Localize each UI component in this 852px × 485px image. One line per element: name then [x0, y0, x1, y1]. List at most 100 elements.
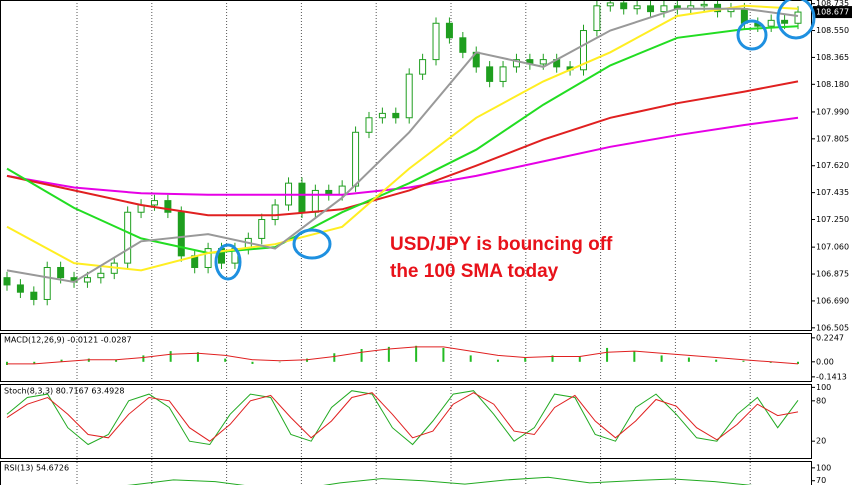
candle-body — [43, 266, 51, 300]
y-tick-label: 107.435 — [816, 188, 849, 197]
histogram-bar — [742, 360, 745, 362]
candle-body — [620, 2, 628, 10]
candle-body — [700, 3, 708, 7]
histogram-bar — [306, 358, 309, 362]
candle-body — [459, 37, 467, 53]
candle-body — [579, 30, 587, 71]
moving-average — [6, 25, 799, 255]
histogram-bar — [524, 357, 527, 362]
moving-average — [6, 80, 799, 217]
y-tick-label: 108.180 — [816, 80, 849, 89]
histogram-bar — [551, 355, 554, 362]
histogram-bar — [115, 359, 118, 362]
y-tick-label: 100 — [816, 383, 831, 392]
rsi-panel-frame — [0, 461, 812, 485]
histogram-bar — [60, 359, 63, 362]
indicator-line — [127, 476, 753, 485]
last-price-label: 108.677 — [816, 8, 849, 17]
candle-body — [405, 73, 413, 119]
candle-body — [3, 277, 11, 286]
candle-body — [311, 189, 319, 213]
histogram-bar — [469, 355, 472, 362]
candle-body — [57, 266, 65, 279]
candle-body — [124, 211, 132, 264]
y-tick-label: 0.00 — [816, 357, 834, 366]
y-tick-label: 70 — [816, 476, 826, 485]
plot-area: 108.735 108.550 108.365 108.180 107.990 107.8… — [3, 0, 852, 485]
candle-body — [593, 5, 601, 32]
y-tick-label: 20 — [816, 437, 826, 446]
y-tick-label: 107.990 — [816, 107, 849, 116]
highlight-circle — [776, 0, 816, 40]
candle-body — [177, 211, 185, 257]
signal-line — [7, 346, 799, 365]
histogram-bar — [578, 356, 581, 362]
candle-body — [486, 66, 494, 82]
candle-body — [432, 22, 440, 61]
histogram-bar — [251, 361, 254, 364]
candle-body — [539, 59, 547, 65]
candle-body — [660, 5, 668, 13]
candle-body — [30, 291, 38, 300]
moving-average — [6, 4, 799, 272]
candle-body — [164, 200, 172, 213]
candle-body — [97, 272, 105, 279]
moving-average — [6, 7, 799, 284]
histogram-bar — [496, 359, 499, 362]
histogram-bar — [415, 345, 418, 362]
candle-body — [378, 112, 386, 119]
moving-average — [6, 116, 799, 196]
candle-body — [204, 248, 212, 268]
candle-body — [352, 131, 360, 187]
indicator-label: Stoch(8,3,3) 80.7167 63.4928 — [4, 387, 124, 396]
histogram-bar — [196, 352, 199, 362]
y-tick-label: 107.620 — [816, 161, 849, 170]
candle-body — [767, 19, 775, 27]
histogram-bar — [278, 361, 281, 363]
y-tick-label: 108.735 — [816, 0, 849, 8]
candle-body — [83, 277, 91, 283]
stoch-panel-frame — [0, 384, 812, 459]
indicator-line — [6, 392, 799, 442]
histogram-bar — [660, 355, 663, 362]
candle-body — [647, 5, 655, 13]
candle-body — [633, 5, 641, 10]
histogram-bar — [387, 346, 390, 362]
histogram-bar — [224, 358, 227, 362]
candle-body — [338, 185, 346, 196]
histogram-bar — [142, 355, 145, 362]
highlight-circle — [292, 228, 332, 260]
indicator-label: MACD(12,26,9) -0.0121 -0.0287 — [4, 336, 132, 345]
y-tick-label: 107.805 — [816, 134, 849, 143]
histogram-bar — [360, 349, 363, 362]
y-tick-label: 100 — [816, 463, 831, 472]
macd-panel-frame — [0, 333, 812, 382]
highlight-circle — [736, 19, 768, 51]
y-tick-label: 106.690 — [816, 296, 849, 305]
y-tick-label: 108.550 — [816, 26, 849, 35]
highlight-circles — [214, 0, 816, 281]
candle-body — [392, 112, 400, 119]
y-tick-label: 108.365 — [816, 53, 849, 62]
y-tick-label: 0.2247 — [816, 333, 844, 342]
y-tick-label: -0.1413 — [816, 372, 847, 381]
last-price-box — [813, 6, 852, 19]
candle-body — [258, 219, 266, 239]
annotation: USD/JPY is bouncing off — [390, 234, 613, 255]
histogram-bar — [797, 361, 799, 364]
y-tick-label: 106.505 — [816, 323, 849, 332]
y-tick-label: 106.875 — [816, 270, 849, 279]
annotation: the 100 SMA today — [390, 261, 559, 282]
candle-body — [794, 11, 802, 24]
candle-body — [365, 117, 373, 133]
candle-body — [606, 2, 614, 7]
histogram-bar — [633, 351, 636, 362]
histogram-bar — [169, 351, 172, 362]
histogram-bar — [442, 347, 445, 362]
candle-body — [512, 59, 520, 68]
candle-body — [16, 284, 24, 293]
candle-body — [150, 200, 158, 206]
y-tick-label: 107.250 — [816, 215, 849, 224]
histogram-bar — [687, 357, 690, 362]
